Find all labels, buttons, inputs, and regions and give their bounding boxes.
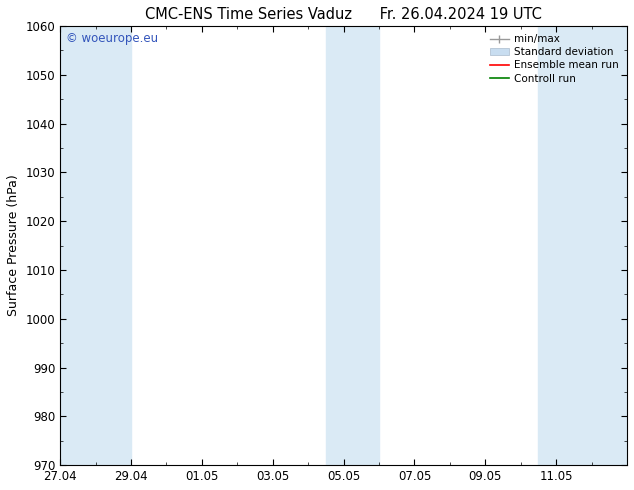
Title: CMC-ENS Time Series Vaduz      Fr. 26.04.2024 19 UTC: CMC-ENS Time Series Vaduz Fr. 26.04.2024… [145, 7, 542, 22]
Bar [326, 26, 379, 465]
Text: © woeurope.eu: © woeurope.eu [66, 32, 158, 46]
Bar [60, 26, 96, 465]
Legend: min/max, Standard deviation, Ensemble mean run, Controll run: min/max, Standard deviation, Ensemble me… [487, 31, 622, 87]
Bar [96, 26, 131, 465]
Bar [538, 26, 627, 465]
Y-axis label: Surface Pressure (hPa): Surface Pressure (hPa) [7, 174, 20, 317]
